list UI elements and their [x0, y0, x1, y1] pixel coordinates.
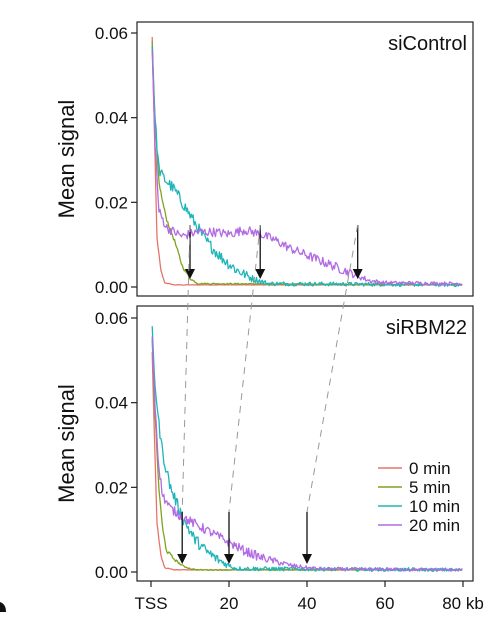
- x-tick-label: 80 kb: [442, 594, 484, 613]
- plot-frame: [136, 305, 474, 582]
- y-tick-label: 0.04: [95, 109, 128, 128]
- x-tick-label: 40: [298, 594, 317, 613]
- series-line-5-min: [151, 41, 463, 286]
- arrow-head: [185, 269, 195, 279]
- legend-label: 20 min: [409, 516, 460, 535]
- y-tick-label: 0.02: [95, 478, 128, 497]
- panel-title: siRBM22: [386, 317, 467, 339]
- arrow-head: [255, 269, 266, 279]
- y-tick-label: 0.06: [95, 309, 128, 328]
- y-tick-label: 0.04: [95, 394, 128, 413]
- arrow-head: [177, 554, 188, 564]
- legend-label: 0 min: [409, 459, 451, 478]
- y-tick-label: 0.00: [95, 563, 128, 582]
- x-tick-label: 20: [220, 594, 239, 613]
- x-tick-label: TSS: [134, 594, 167, 613]
- connector-dashed: [228, 224, 261, 513]
- plot-frame: [136, 21, 474, 297]
- connector-dashed: [181, 224, 191, 513]
- y-axis-title: Mean signal: [54, 100, 79, 219]
- y-tick-label: 0.06: [95, 24, 128, 43]
- series-line-20-min: [151, 336, 463, 572]
- x-tick-label: 60: [376, 594, 395, 613]
- y-tick-label: 0.00: [95, 278, 128, 297]
- arrow-head: [224, 554, 234, 564]
- series-line-0-min: [151, 36, 463, 286]
- arrow-head: [302, 554, 312, 564]
- y-axis-title: Mean signal: [54, 384, 79, 503]
- panel-sicontrol: 0.00 0.02 0.04 0.06 Mean signal siControl: [54, 21, 474, 297]
- legend-label: 10 min: [409, 497, 460, 516]
- series-line-10-min: [151, 46, 463, 288]
- panel-title: siControl: [388, 33, 467, 55]
- corner-mark: [0, 602, 6, 612]
- panel-sirbm22: 0.00 0.02 0.04 0.06 Mean signal siRBM22: [54, 305, 474, 582]
- arrow-connectors: [181, 224, 359, 513]
- x-axis: TSS 20 40 60 80 kb: [134, 581, 484, 613]
- arrow-head: [352, 269, 363, 279]
- connector-dashed: [306, 224, 359, 513]
- legend-label: 5 min: [409, 478, 451, 497]
- series-line-20-min: [151, 50, 463, 286]
- y-tick-label: 0.02: [95, 193, 128, 212]
